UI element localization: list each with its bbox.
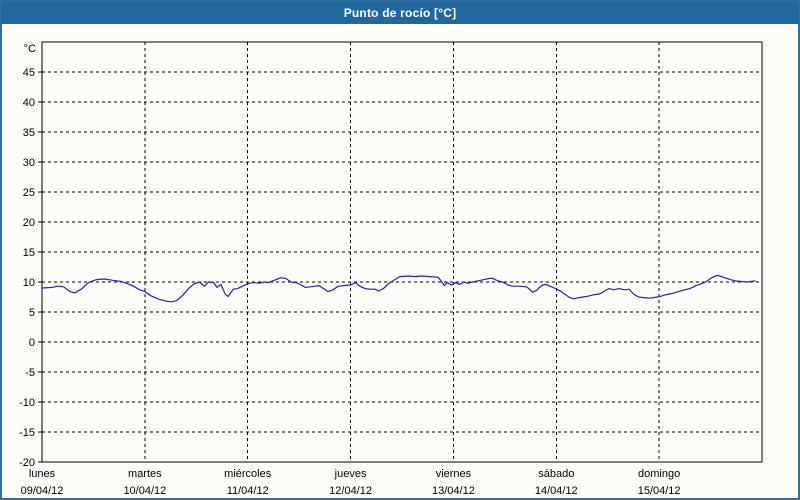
y-tick-label: -5 — [25, 367, 35, 379]
y-tick-label: 10 — [23, 277, 35, 289]
y-axis-unit-label: °C — [24, 43, 36, 55]
day-name-label: miércoles — [224, 468, 272, 480]
chart-title: Punto de rocío [°C] — [343, 6, 457, 20]
day-date-label: 10/04/12 — [123, 485, 166, 497]
y-tick-label: 35 — [23, 127, 35, 139]
y-tick-label: -10 — [19, 397, 35, 409]
day-name-label: jueves — [334, 468, 367, 480]
y-tick-label: -15 — [19, 427, 35, 439]
dew-point-line-chart: 45 40 35 30 25 20 15 10 5 0 -5 -10 -15 -20 °C lunes 09/0… — [19, 41, 763, 497]
day-date-label: 09/04/12 — [21, 485, 64, 497]
day-date-label: 11/04/12 — [227, 485, 269, 497]
y-tick-label: 0 — [29, 337, 35, 349]
chart-area: 45 40 35 30 25 20 15 10 5 0 -5 -10 -15 -20 °C lunes 09/0… — [2, 24, 798, 498]
x-grid — [144, 42, 660, 462]
plot-frame — [41, 41, 763, 463]
y-tick-label: 20 — [23, 217, 35, 229]
day-date-label: 12/04/12 — [329, 485, 372, 497]
y-tick-label: 5 — [29, 307, 35, 319]
day-name-label: sábado — [538, 468, 574, 480]
y-tick-label: 45 — [23, 67, 35, 79]
day-date-label: 14/04/12 — [535, 485, 578, 497]
y-grid-and-ticks: 45 40 35 30 25 20 15 10 5 0 -5 -10 -15 -20 — [19, 67, 762, 469]
day-name-label: martes — [128, 468, 162, 480]
y-tick-label: 25 — [23, 187, 35, 199]
x-axis-labels: lunes 09/04/12 martes 10/04/12 miércoles 11/0… — [21, 468, 681, 497]
day-date-label: 13/04/12 — [432, 485, 475, 497]
y-tick-label: -20 — [19, 457, 35, 469]
y-tick-label: 30 — [23, 157, 35, 169]
day-date-label: 15/04/12 — [638, 485, 681, 497]
day-name-label: domingo — [638, 468, 680, 480]
y-tick-label: 40 — [23, 97, 35, 109]
day-name-label: viernes — [436, 468, 472, 480]
day-name-label: lunes — [29, 468, 56, 480]
y-tick-label: 15 — [23, 247, 35, 259]
chart-title-bar: Punto de rocío [°C] — [2, 2, 798, 24]
series-line-punto-de-rocío — [41, 274, 756, 303]
